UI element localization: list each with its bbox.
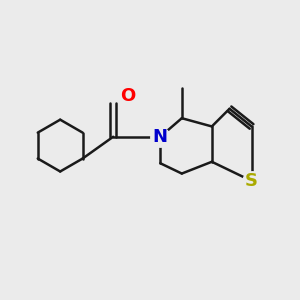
Text: N: N xyxy=(153,128,168,146)
Text: O: O xyxy=(120,86,136,104)
Text: S: S xyxy=(245,172,258,190)
